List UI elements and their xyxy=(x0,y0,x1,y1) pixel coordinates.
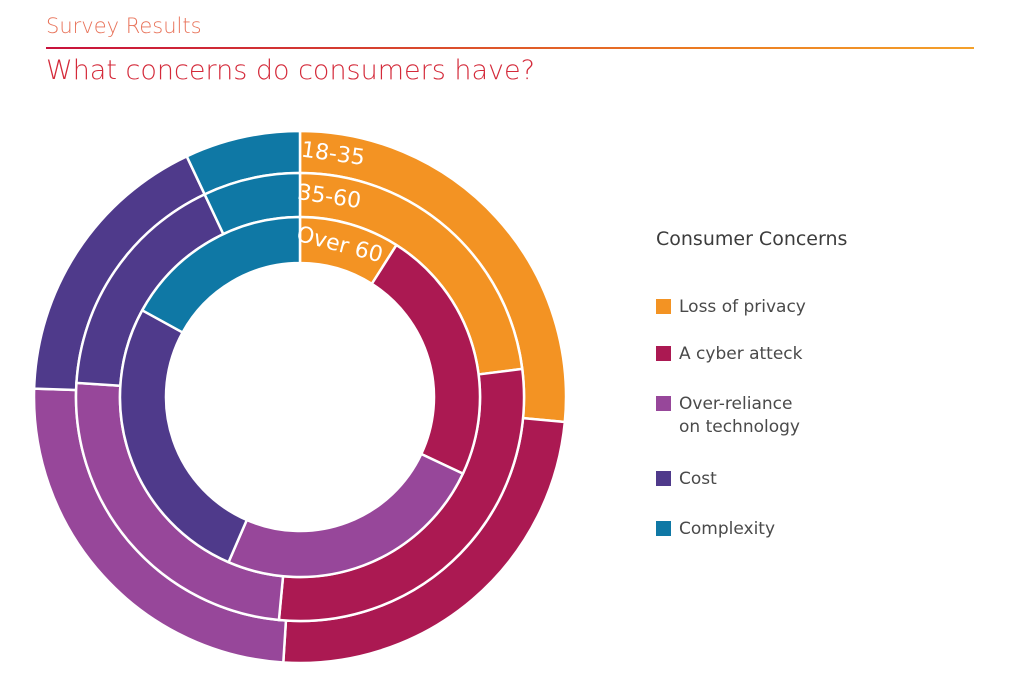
legend-label: Loss of privacy xyxy=(679,297,806,317)
header-divider xyxy=(46,47,974,49)
ring-over-60 xyxy=(118,215,482,579)
ring-35-60 xyxy=(74,171,526,623)
legend-label: Cost xyxy=(679,469,717,489)
legend-title: Consumer Concerns xyxy=(656,228,848,250)
legend-label: Over-reliance on technology xyxy=(679,394,800,437)
page-kicker: Survey Results xyxy=(46,14,202,38)
legend-swatch xyxy=(656,396,671,411)
ring-18-35 xyxy=(32,129,568,665)
legend-swatch xyxy=(656,521,671,536)
legend-swatch xyxy=(656,471,671,486)
legend-swatch xyxy=(656,299,671,314)
legend-swatch xyxy=(656,346,671,361)
legend-item-cost: Cost xyxy=(656,468,839,492)
legend-label: Complexity xyxy=(679,519,776,539)
legend: Consumer Concerns Loss of privacy A cybe… xyxy=(656,228,848,539)
legend-item-complexity: Complexity xyxy=(656,518,839,542)
slice-over-60-complexity xyxy=(141,215,302,334)
legend-item-cyber-attack: A cyber atteck xyxy=(656,343,839,367)
legend-label: A cyber atteck xyxy=(679,344,803,364)
page-title: What concerns do consumers have? xyxy=(46,55,535,86)
legend-item-loss-of-privacy: Loss of privacy xyxy=(656,296,839,320)
legend-item-over-reliance: Over-reliance on technology xyxy=(656,393,839,441)
